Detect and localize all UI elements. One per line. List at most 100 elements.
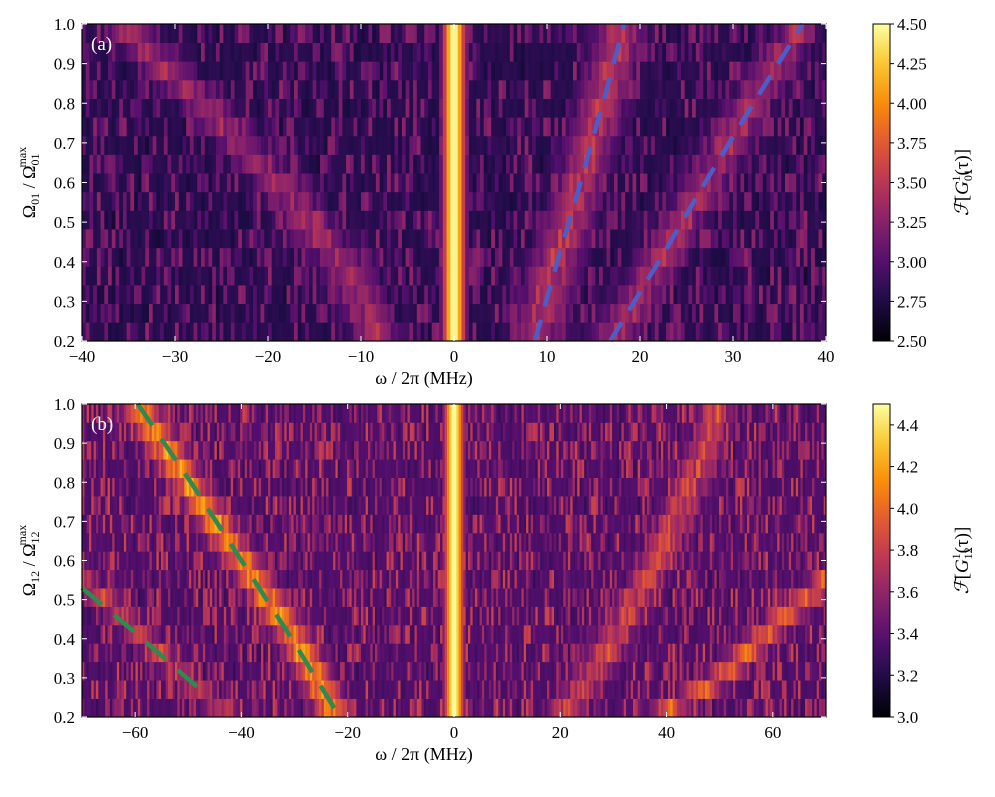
- heatmap-cell: [82, 210, 86, 229]
- heatmap-cell: [119, 699, 122, 718]
- heatmap-cell: [688, 43, 692, 62]
- heatmap-cell: [254, 625, 257, 644]
- heatmap-cell: [819, 266, 823, 285]
- heatmap-cell: [562, 155, 566, 174]
- heatmap-cell: [528, 285, 532, 304]
- heatmap-cell: [547, 136, 551, 155]
- heatmap-cell: [814, 680, 817, 699]
- heatmap-cell: [510, 625, 513, 644]
- heatmap-cell: [435, 192, 439, 211]
- heatmap-cell: [819, 136, 823, 155]
- heatmap-cell: [182, 248, 186, 267]
- heatmap-cell: [707, 680, 710, 699]
- heatmap-cell: [212, 229, 216, 248]
- heatmap-cell: [551, 210, 555, 229]
- heatmap-cell: [168, 322, 172, 341]
- heatmap-cell: [242, 155, 246, 174]
- heatmap-cell: [391, 643, 394, 662]
- heatmap-cell: [494, 662, 497, 681]
- heatmap-cell: [196, 699, 199, 718]
- heatmap-cell: [216, 43, 220, 62]
- heatmap-cell: [175, 304, 179, 323]
- heatmap-cell: [700, 210, 704, 229]
- heatmap-cell: [354, 625, 357, 644]
- heatmap-cell: [235, 643, 238, 662]
- heatmap-cell: [212, 99, 216, 118]
- heatmap-cell: [819, 43, 823, 62]
- heatmap-cell: [149, 625, 152, 644]
- heatmap-cell: [298, 285, 302, 304]
- heatmap-cell: [696, 699, 699, 718]
- heatmap-cell: [417, 43, 421, 62]
- heatmap-cell: [142, 248, 146, 267]
- heatmap-cell: [781, 173, 785, 192]
- heatmap-cell: [402, 266, 406, 285]
- heatmap-cell: [266, 625, 269, 644]
- heatmap-cell: [625, 322, 629, 341]
- heatmap-cell: [91, 699, 94, 718]
- x-tick-label: 10: [539, 347, 556, 366]
- heatmap-cell: [577, 155, 581, 174]
- heatmap-cell: [807, 192, 811, 211]
- heatmap-cell: [638, 643, 641, 662]
- heatmap-cell: [636, 304, 640, 323]
- heatmap-cell: [94, 699, 97, 718]
- heatmap-cell: [186, 80, 190, 99]
- heatmap-cell: [439, 210, 443, 229]
- heatmap-cell: [127, 80, 131, 99]
- heatmap-cell: [284, 680, 287, 699]
- heatmap-cell: [536, 192, 540, 211]
- heatmap-cell: [268, 173, 272, 192]
- heatmap-cell: [489, 699, 492, 718]
- heatmap-cell: [280, 662, 283, 681]
- heatmap-cell: [191, 625, 194, 644]
- heatmap-cell: [499, 248, 503, 267]
- heatmap-cell: [166, 699, 169, 718]
- heatmap-cell: [810, 680, 813, 699]
- heatmap-cell: [394, 322, 398, 341]
- heatmap-cell: [476, 155, 480, 174]
- heatmap-cell: [394, 136, 398, 155]
- heatmap-cell: [210, 699, 213, 718]
- heatmap-cell: [142, 680, 145, 699]
- heatmap-cell: [459, 662, 462, 681]
- heatmap-cell: [514, 99, 518, 118]
- heatmap-cell: [138, 61, 142, 80]
- heatmap-cell: [238, 136, 242, 155]
- heatmap-cell: [499, 210, 503, 229]
- heatmap-cell: [536, 229, 540, 248]
- heatmap-cell: [726, 80, 730, 99]
- heatmap-cell: [171, 80, 175, 99]
- heatmap-cell: [182, 625, 185, 644]
- heatmap-cell: [277, 625, 280, 644]
- heatmap-cell: [521, 229, 525, 248]
- heatmap-cell: [700, 680, 703, 699]
- heatmap-cell: [447, 61, 451, 80]
- heatmap-cell: [584, 229, 588, 248]
- heatmap-cell: [154, 662, 157, 681]
- heatmap-cell: [610, 285, 614, 304]
- heatmap-cell: [93, 285, 97, 304]
- heatmap-cell: [666, 662, 669, 681]
- heatmap-cell: [187, 643, 190, 662]
- heatmap-cell: [115, 99, 119, 118]
- heatmap-cell: [275, 24, 279, 43]
- heatmap-cell: [331, 662, 334, 681]
- heatmap-cell: [796, 99, 800, 118]
- heatmap-cell: [226, 625, 229, 644]
- heatmap-cell: [82, 136, 86, 155]
- heatmap-cell: [216, 266, 220, 285]
- heatmap-cell: [370, 643, 373, 662]
- heatmap-cell: [93, 155, 97, 174]
- heatmap-cell: [651, 304, 655, 323]
- heatmap-cell: [164, 304, 168, 323]
- heatmap-cell: [733, 24, 737, 43]
- heatmap-cell: [82, 266, 86, 285]
- heatmap-cell: [283, 192, 287, 211]
- heatmap-cell: [212, 625, 215, 644]
- heatmap-cell: [728, 680, 731, 699]
- heatmap-cell: [673, 173, 677, 192]
- heatmap-cell: [335, 285, 339, 304]
- heatmap-cell: [313, 61, 317, 80]
- heatmap-cell: [290, 24, 294, 43]
